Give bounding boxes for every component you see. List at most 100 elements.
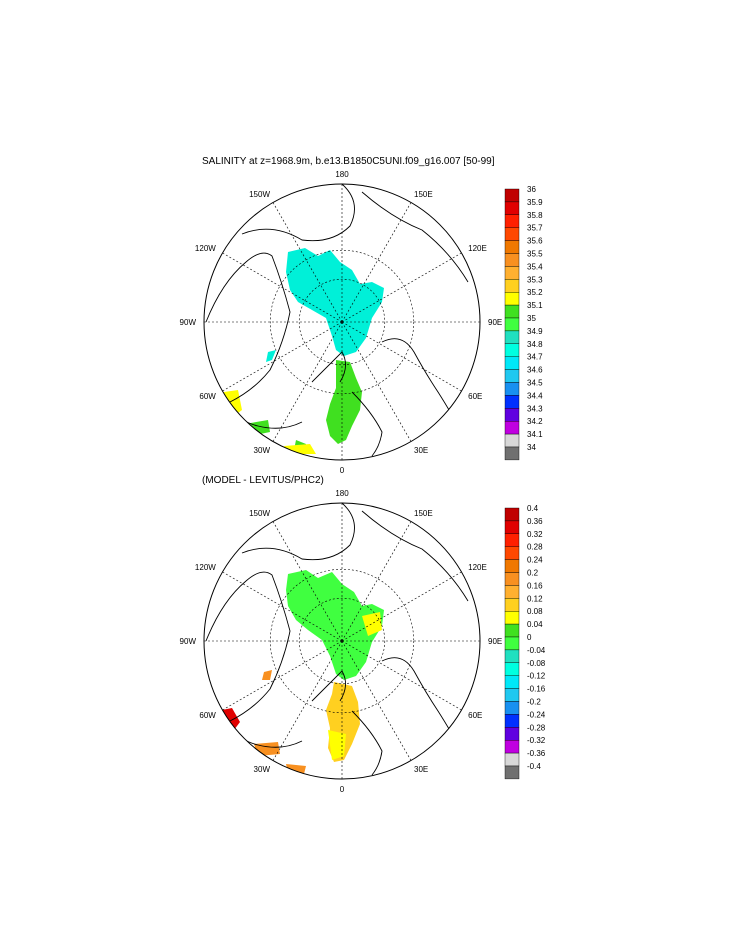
colorbar-swatch: [504, 598, 520, 612]
colorbar-tick-label: -0.12: [527, 672, 546, 681]
longitude-label: 180: [335, 489, 349, 498]
colorbar-swatch: [504, 201, 520, 215]
colorbar-tick-label: -0.36: [527, 749, 546, 758]
colorbar-tick-label: 0.12: [527, 594, 543, 603]
colorbar-swatch: [504, 227, 520, 241]
colorbar-tick-label: -0.04: [527, 646, 546, 655]
map-border: [203, 502, 481, 780]
longitude-label: 30W: [254, 446, 271, 455]
colorbar-swatch: [504, 356, 520, 370]
coastline: [205, 252, 291, 403]
latitude-circle: [269, 249, 415, 395]
colorbar-swatch: [504, 369, 520, 383]
colorbar-tick-label: 0.28: [527, 543, 543, 552]
colorbar-swatch: [504, 675, 520, 689]
longitude-label: 120E: [468, 563, 487, 572]
colorbar-tick-label: -0.2: [527, 698, 541, 707]
longitude-label: 120E: [468, 244, 487, 253]
colorbar-tick-label: 35: [527, 314, 536, 323]
longitude-label: 60E: [468, 711, 482, 720]
meridian-line: [272, 640, 343, 761]
colorbar-tick-label: -0.28: [527, 723, 546, 732]
contour-fill-region: [262, 670, 272, 680]
colorbar-tick-label: 34: [527, 443, 536, 452]
colorbar-1: 36 35.9 35.8 35.7 35.6 35.5 35.4 35.3 35.2 35.1 35…: [504, 185, 543, 461]
polar-map-1: 180 150E 120E 90E 60E 30E 0 30W 60W 90W 120W 150W: [180, 170, 503, 475]
colorbar-swatch: [504, 304, 520, 319]
longitude-label: 90E: [488, 637, 502, 646]
map-border: [203, 183, 481, 461]
colorbar-tick-label: 34.9: [527, 327, 543, 336]
colorbar-swatch: [504, 765, 520, 780]
panel-2-title: (MODEL - LEVITUS/PHC2): [202, 475, 324, 486]
colorbar-swatch: [504, 395, 520, 409]
meridian-line: [222, 640, 343, 711]
colorbar-tick-label: 34.8: [527, 340, 543, 349]
latitude-circle: [298, 278, 386, 366]
colorbar-swatch: [504, 214, 520, 228]
coastline: [241, 503, 355, 561]
colorbar-swatch: [504, 507, 520, 522]
coastline: [351, 391, 383, 457]
meridian-line: [272, 521, 343, 642]
contour-fill-region: [328, 730, 346, 760]
colorbar-swatch: [504, 585, 520, 599]
colorbar-swatch: [504, 279, 520, 293]
longitude-label: 120W: [195, 244, 216, 253]
colorbar-tick-label: 35.7: [527, 224, 543, 233]
longitude-label: 150W: [249, 190, 270, 199]
colorbar-swatch: [504, 253, 520, 267]
colorbar-tick-label: 35.5: [527, 250, 543, 259]
colorbar-tick-label: -0.4: [527, 762, 541, 771]
colorbar-swatch: [504, 330, 520, 344]
longitude-label: 60W: [199, 392, 216, 401]
longitude-label: 180: [335, 170, 349, 179]
colorbar-swatch: [504, 421, 520, 435]
colorbar-tick-label: 35.3: [527, 275, 543, 284]
colorbar-tick-label: 0.36: [527, 517, 543, 526]
colorbar-tick-label: 35.2: [527, 288, 543, 297]
colorbar-swatch: [504, 292, 520, 306]
meridian-line: [341, 321, 412, 442]
colorbar-swatch: [504, 520, 520, 535]
colorbar-swatch: [504, 662, 520, 676]
meridian-line: [341, 640, 412, 761]
colorbar-swatch: [504, 623, 520, 638]
colorbar-swatch: [504, 701, 520, 715]
longitude-label: 150E: [414, 509, 433, 518]
latitude-circle: [269, 568, 415, 714]
colorbar-tick-label: -0.16: [527, 685, 546, 694]
colorbar-tick-label: 0.32: [527, 530, 543, 539]
colorbar-tick-label: -0.08: [527, 659, 546, 668]
meridian-line: [341, 321, 462, 392]
meridian-line: [341, 202, 412, 323]
colorbar-tick-label: 34.6: [527, 366, 543, 375]
colorbar-tick-label: -0.24: [527, 710, 546, 719]
colorbar-tick-label: 0.16: [527, 581, 543, 590]
contour-fill-region: [362, 612, 382, 636]
colorbar-tick-label: 35.6: [527, 237, 543, 246]
contour-fill-region: [266, 350, 276, 362]
colorbar-tick-label: 34.4: [527, 391, 543, 400]
contour-fill-region: [326, 360, 362, 444]
longitude-label: 30E: [414, 446, 428, 455]
colorbar-tick-label: 35.4: [527, 262, 543, 271]
meridian-line: [272, 202, 343, 323]
colorbar-tick-label: 0.2: [527, 569, 539, 578]
colorbar-swatch: [504, 343, 520, 357]
longitude-label: 150E: [414, 190, 433, 199]
colorbar-swatch: [504, 559, 520, 573]
colorbar-swatch: [504, 740, 520, 754]
longitude-label: 60E: [468, 392, 482, 401]
colorbar-tick-label: 34.5: [527, 379, 543, 388]
colorbar-tick-label: 35.1: [527, 301, 543, 310]
colorbar-2: 0.4 0.36 0.32 0.28 0.24 0.2 0.16 0.12 0.08 0.04 0 -…: [504, 504, 546, 780]
colorbar-tick-label: 0.24: [527, 556, 543, 565]
coastline: [241, 184, 355, 242]
colorbar-swatch: [504, 408, 520, 422]
colorbar-tick-label: 34.7: [527, 353, 543, 362]
colorbar-swatch: [504, 433, 520, 448]
colorbar-swatch: [504, 317, 520, 332]
colorbar-tick-label: 36: [527, 185, 536, 194]
